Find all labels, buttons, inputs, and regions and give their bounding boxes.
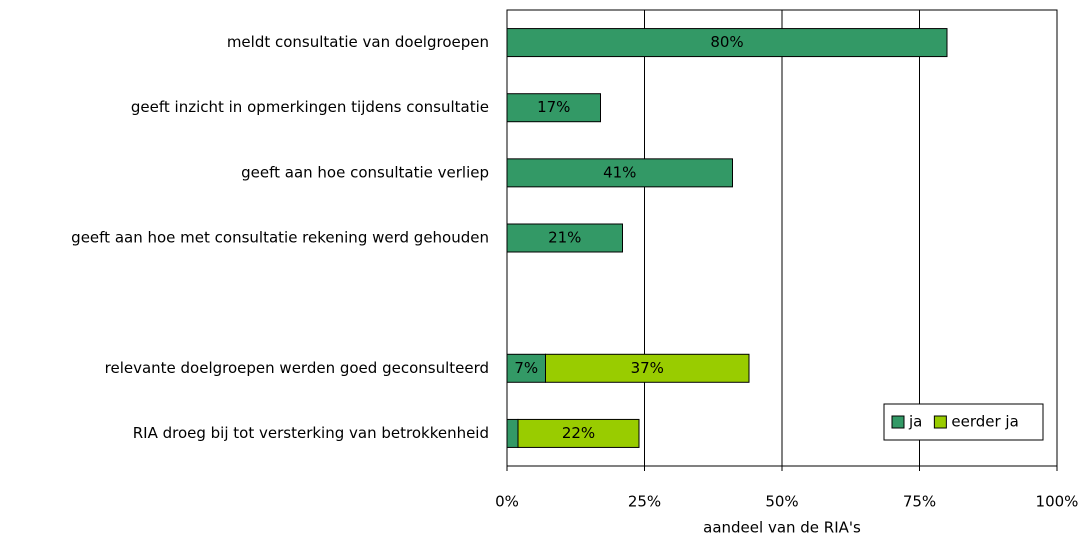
value-label: 37% xyxy=(631,359,664,377)
bar xyxy=(506,93,601,123)
legend-label: ja xyxy=(908,413,922,431)
value-label: 21% xyxy=(548,229,581,247)
y-tick-label: relevante doelgroepen werden goed gecons… xyxy=(105,359,489,377)
x-tick-label: 50% xyxy=(765,493,798,511)
x-tick-label: 25% xyxy=(628,493,661,511)
y-tick-label: geeft aan hoe consultatie verliep xyxy=(241,163,489,181)
y-tick-label: geeft aan hoe met consultatie rekening w… xyxy=(71,229,489,247)
bar xyxy=(506,353,546,383)
bar xyxy=(506,158,733,188)
value-label: 7% xyxy=(514,359,538,377)
x-axis-label: aandeel van de RIA's xyxy=(703,519,861,537)
y-tick-label: geeft inzicht in opmerkingen tijdens con… xyxy=(131,98,489,116)
bar xyxy=(545,353,750,383)
bar xyxy=(506,418,519,448)
x-tick-label: 0% xyxy=(495,493,519,511)
bar xyxy=(517,418,640,448)
x-tick-label: 75% xyxy=(903,493,936,511)
legend-swatch xyxy=(933,415,947,429)
legend-label: eerder ja xyxy=(951,413,1018,431)
bar xyxy=(506,28,948,58)
y-tick-label: meldt consultatie van doelgroepen xyxy=(227,33,489,51)
x-tick-label: 100% xyxy=(1036,493,1079,511)
bar xyxy=(506,223,623,253)
value-label: 80% xyxy=(710,33,743,51)
value-label: 17% xyxy=(537,98,570,116)
value-label: 22% xyxy=(562,424,595,442)
value-label: 41% xyxy=(603,163,636,181)
legend-swatch xyxy=(891,415,905,429)
legend-box xyxy=(883,403,1044,441)
y-tick-label: RIA droeg bij tot versterking van betrok… xyxy=(133,424,489,442)
